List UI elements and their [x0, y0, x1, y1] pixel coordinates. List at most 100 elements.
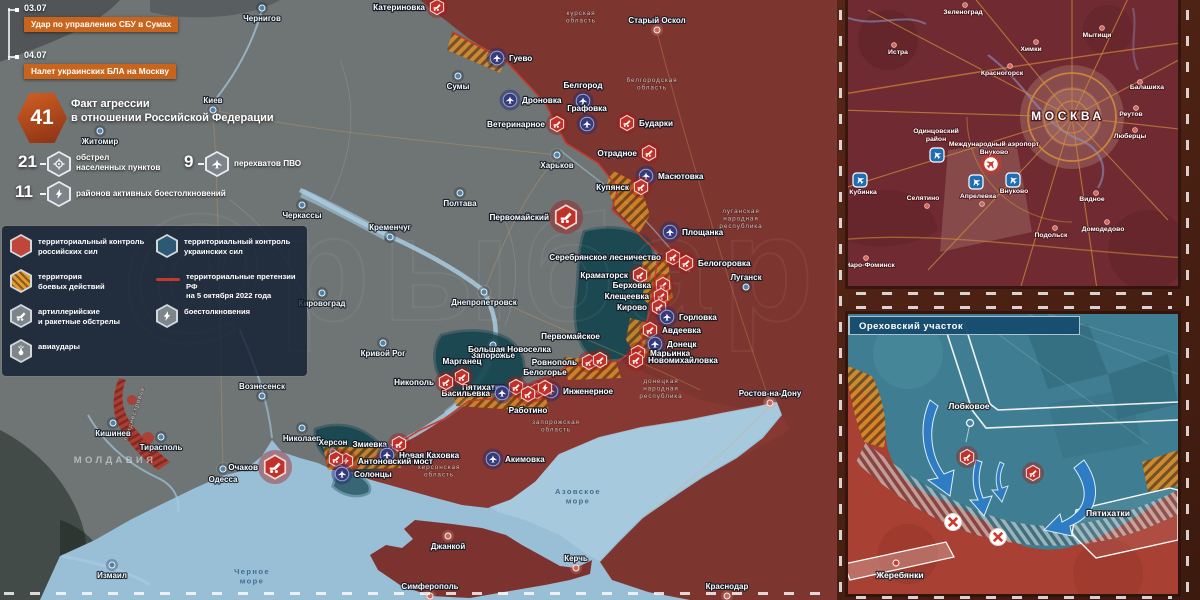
region-label: курская область: [566, 10, 596, 25]
legend-label: боестолкновения: [184, 307, 251, 316]
marker-airstrike[interactable]: Гуево: [486, 47, 533, 69]
legend-label: территориальный контроль российских сил: [38, 237, 145, 256]
marker-artillery[interactable]: Белогоровка: [675, 252, 752, 274]
air-defense-intercept-icon[interactable]: [968, 174, 984, 190]
legend-label: территориальные претензии РФ на 5 октября…: [186, 272, 296, 300]
attack-arrows: [922, 399, 1096, 537]
marker-artillery[interactable]: [956, 446, 978, 468]
marker-label: Белгород: [563, 81, 603, 90]
marker-clash[interactable]: Белогорье: [522, 367, 568, 399]
marker-artillery[interactable]: Очаков: [227, 449, 293, 485]
moscow-city: Зеленоград: [942, 2, 984, 17]
marker-label: Первомайский: [489, 213, 549, 222]
clashes-count: 11: [15, 182, 33, 201]
moscow-city: Домодедово: [1081, 219, 1125, 234]
marker-artillery[interactable]: [1022, 462, 1044, 484]
city-label: Ростов-на-Дону: [739, 389, 802, 398]
timeline-connector: [8, 9, 16, 11]
marker-airstrike[interactable]: Акимовка: [482, 448, 546, 470]
marker-artillery[interactable]: Катериновка: [372, 0, 448, 18]
marker-label: Кирово: [617, 303, 647, 312]
moscow-city: Химки: [1019, 39, 1043, 54]
claims-line: [351, 31, 659, 470]
frame-ticks: [856, 306, 1172, 309]
marker-label: Акимовка: [505, 455, 545, 464]
region-label: белгородская область: [627, 76, 678, 92]
marker-airstrike[interactable]: Васильевка: [440, 382, 513, 404]
marker-artillery[interactable]: Купянск: [595, 176, 652, 198]
marker-artillery[interactable]: Бударки: [616, 112, 674, 134]
city-blue: Житомир: [80, 125, 119, 147]
timeline-rail: [8, 8, 10, 60]
city-blue: Запорожье: [470, 339, 517, 361]
marker-airstrike[interactable]: Дроновка: [499, 89, 563, 111]
marker-airstrike[interactable]: Новая Каховка: [376, 444, 461, 466]
marker-airstrike[interactable]: Горловка: [656, 306, 718, 328]
vnukovo-airport-marker[interactable]: [980, 153, 1002, 175]
legend-label: авиаудары: [38, 342, 80, 351]
city-blue: Чернигов: [242, 2, 282, 24]
region-label: запорожская область: [532, 419, 580, 434]
marker-label: Горловка: [679, 313, 717, 322]
city-label: Кировоград: [298, 299, 345, 308]
orekhov-place-label: Жеребянки: [875, 570, 923, 580]
svg-text:Кубинка: Кубинка: [849, 188, 877, 196]
marker-artillery[interactable]: Серебрянское лесничество: [548, 246, 684, 268]
air-defense-intercept-icon[interactable]: [929, 147, 945, 163]
moscow-city: Люберцы: [1113, 127, 1147, 141]
marker-artillery[interactable]: [325, 448, 347, 470]
air-defense-intercept-icon[interactable]: [1005, 172, 1021, 188]
timeline-event[interactable]: Налет украинских БЛА на Москву: [24, 64, 176, 79]
city-label: Кривой Рог: [361, 349, 407, 358]
marker-artillery[interactable]: Ветеринарное: [486, 113, 568, 135]
timeline-event[interactable]: Удар по управлению СБУ в Сумах: [24, 17, 179, 32]
marker-label: Новомихайловка: [648, 356, 718, 365]
city-red: Керчь: [563, 553, 589, 574]
timeline-bullet: [15, 8, 19, 12]
lobkovoe-dot: [965, 418, 975, 428]
marker-artillery[interactable]: [589, 349, 611, 371]
combat-zone-icon: [10, 269, 32, 293]
city-blue: Тирасполь: [138, 431, 184, 453]
legend-label: артиллерийские и ракетные обстрелы: [38, 307, 121, 326]
city-label: Кременчуг: [369, 223, 411, 232]
marker-airstrike[interactable]: Солонцы: [331, 463, 393, 485]
legend-label: территориальный контроль украинских сил: [184, 237, 291, 256]
city-label: Запорожье: [471, 351, 515, 360]
marker-artillery[interactable]: Новомихайловка: [625, 349, 719, 371]
marker-label: Гуево: [509, 54, 532, 63]
frame-ticks: [839, 4, 842, 592]
moscow-city: Реутов: [1118, 105, 1144, 119]
svg-text:Внуково: Внуково: [1000, 188, 1029, 195]
city-label: Черкассы: [282, 211, 321, 220]
marker-label: Первомайское: [541, 332, 600, 341]
marker-airstrike[interactable]: Белгород: [562, 80, 605, 112]
marker-label: Серебрянское лесничество: [549, 252, 661, 262]
city-blue: Кременчуг: [368, 222, 413, 243]
timeline-date: 03.07: [24, 3, 47, 13]
marker-artillery[interactable]: Никополь: [393, 371, 457, 393]
svg-text:Красногорск: Красногорск: [981, 70, 1024, 77]
marker-artillery[interactable]: Работино: [507, 383, 549, 416]
marker-artillery[interactable]: Авдеевка: [639, 319, 703, 341]
marker-airstrike[interactable]: Площанка: [659, 221, 725, 243]
artillery-icon: [10, 304, 32, 328]
marker-airstrike[interactable]: Графовка: [566, 103, 608, 135]
air-defense-intercept-icon[interactable]: [852, 172, 868, 188]
orekhov-inset-map: Лобковое Пятихатки Жеребянки: [848, 314, 1178, 594]
marker-label: Клещеевка: [605, 292, 650, 301]
marker-artillery[interactable]: Первомайский: [488, 199, 584, 235]
dash: [198, 163, 204, 165]
marker-artillery[interactable]: Марганец: [441, 356, 483, 388]
marker-artillery[interactable]: Краматорск: [579, 264, 651, 286]
city-red: Старый Оскол: [627, 15, 687, 36]
marker-artillery[interactable]: Отрадное: [596, 142, 660, 164]
marker-artillery[interactable]: Змиевка: [351, 433, 410, 455]
moscow-city: Наро-Фоминск: [848, 255, 896, 270]
marker-airstrike[interactable]: Донецк: [644, 333, 699, 355]
city-blue: Кишинев: [94, 417, 132, 439]
city-label: Чернигов: [243, 14, 281, 23]
